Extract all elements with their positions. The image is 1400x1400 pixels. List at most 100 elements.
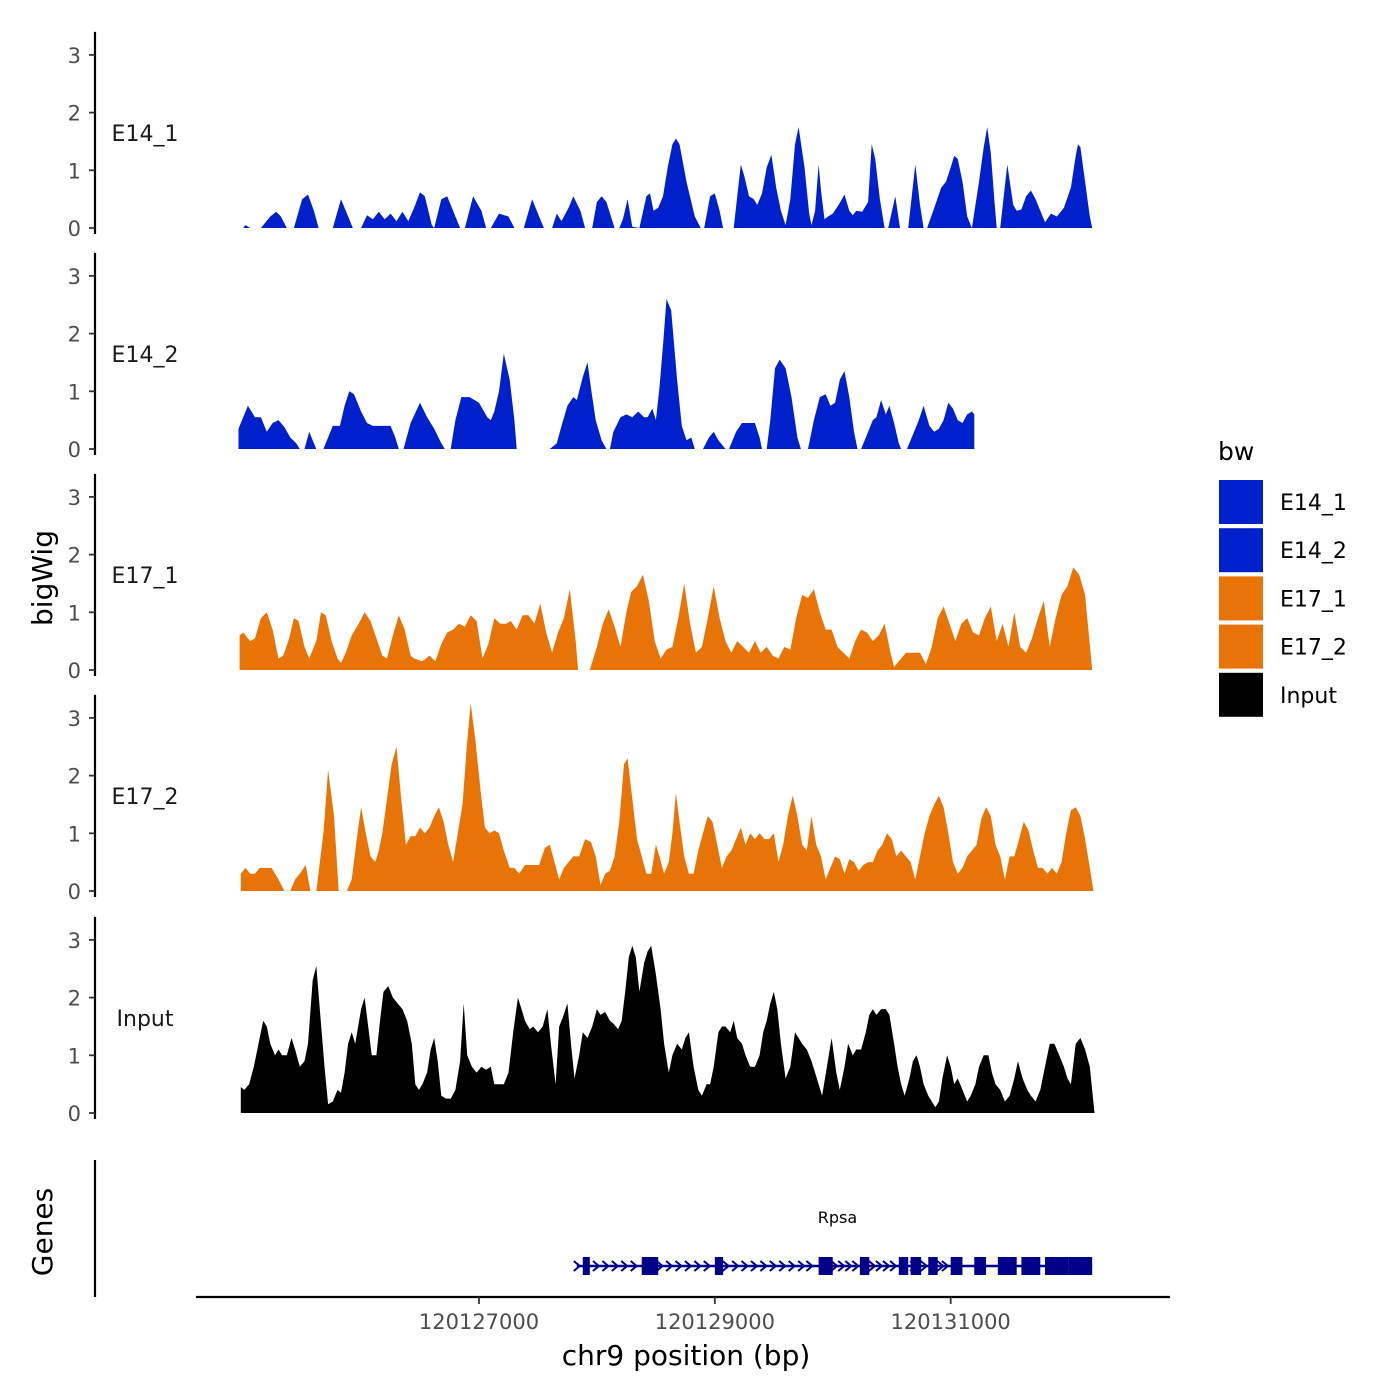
y-tick-label: 2 — [68, 765, 81, 789]
y-tick-label: 3 — [68, 707, 81, 731]
x-tick-label: 120129000 — [655, 1310, 775, 1334]
y-tick-label: 3 — [68, 929, 81, 953]
legend-item-input: Input — [1219, 672, 1337, 717]
strand-arrow — [868, 1260, 877, 1272]
series-area-e14-1 — [243, 127, 1093, 228]
legend-item-e14-1: E14_1 — [1219, 480, 1347, 524]
series-area-e17-1 — [239, 567, 1093, 670]
track-label: E14_1 — [112, 122, 179, 147]
legend: bw E14_1 E14_2 E17_1 E17_2 Input — [1218, 437, 1347, 717]
strand-arrow — [837, 1260, 846, 1272]
strand-arrow — [674, 1260, 684, 1272]
series-area-input — [240, 945, 1095, 1113]
track-input: 0 1 2 3 Input — [68, 916, 1095, 1126]
legend-label: E14_1 — [1280, 491, 1347, 516]
legend-title: bw — [1218, 437, 1254, 466]
strand-arrow — [592, 1260, 601, 1272]
x-tick-label: 120131000 — [891, 1310, 1011, 1334]
genes-track: Rpsa — [93, 1160, 1093, 1297]
legend-swatch — [1219, 528, 1263, 573]
strand-arrow — [573, 1260, 582, 1272]
strand-arrow — [611, 1260, 620, 1272]
y-tick-label: 0 — [68, 1102, 81, 1126]
strand-arrow — [882, 1260, 891, 1272]
x-axis: 120127000 120129000 120131000 — [196, 1295, 1170, 1334]
strand-arrow — [778, 1260, 787, 1272]
legend-swatch — [1219, 624, 1263, 669]
strand-arrow — [805, 1260, 814, 1272]
legend-swatch — [1219, 672, 1263, 717]
strand-arrow — [759, 1260, 768, 1272]
gene-exon — [1068, 1257, 1093, 1275]
gene-label: Rpsa — [818, 1208, 857, 1227]
strand-arrow — [601, 1260, 610, 1272]
gene-rpsa: Rpsa — [573, 1208, 1093, 1275]
track-e17-1: 0 1 2 3 E17_1 — [68, 473, 1093, 683]
y-tick-label: 0 — [68, 438, 81, 462]
strand-arrow — [740, 1260, 750, 1272]
y-tick-label: 2 — [68, 544, 81, 568]
y-tick-label: 1 — [68, 1044, 81, 1068]
signal-tracks: 0 1 2 3 E14_1 0 1 2 3 E14_2 0 1 2 3 E17_1 0 1 2 3 E17_2 0 1 2 3… — [68, 31, 1095, 1126]
legend-item-e17-1: E17_1 — [1219, 576, 1347, 621]
legend-swatch — [1219, 480, 1263, 524]
strand-arrow — [655, 1260, 665, 1272]
track-e14-1: 0 1 2 3 E14_1 — [68, 31, 1093, 241]
series-area-e14-2 — [238, 299, 975, 449]
x-axis-title: chr9 position (bp) — [562, 1339, 811, 1372]
strand-arrow — [941, 1260, 950, 1272]
y-tick-label: 1 — [68, 822, 81, 846]
strand-arrow — [703, 1260, 712, 1272]
gene-exon — [1045, 1257, 1069, 1275]
gene-exon — [1021, 1257, 1041, 1275]
gene-exon — [928, 1257, 938, 1275]
track-label: E14_2 — [112, 343, 179, 368]
strand-arrow — [788, 1260, 797, 1272]
strand-arrow — [851, 1260, 860, 1272]
y-tick-label: 0 — [68, 217, 81, 241]
track-label: E17_1 — [112, 564, 179, 589]
legend-label: E14_2 — [1280, 539, 1347, 564]
strand-arrow — [875, 1260, 884, 1272]
series-area-e17-2 — [240, 703, 1094, 891]
strand-arrow — [665, 1260, 674, 1272]
strand-arrow — [909, 1260, 918, 1272]
x-tick-label: 120127000 — [419, 1310, 539, 1334]
strand-arrow — [620, 1260, 629, 1272]
legend-label: Input — [1280, 684, 1337, 709]
gene-exon — [641, 1257, 659, 1275]
gene-exon — [898, 1257, 909, 1275]
gene-exon — [950, 1257, 963, 1275]
y-tick-label: 0 — [68, 880, 81, 904]
strand-arrow — [684, 1260, 693, 1272]
track-e17-2: 0 1 2 3 E17_2 — [68, 694, 1094, 904]
legend-item-e17-2: E17_2 — [1219, 624, 1347, 669]
strand-arrow — [630, 1260, 639, 1272]
y-tick-label: 3 — [68, 486, 81, 510]
strand-arrow — [769, 1260, 778, 1272]
y-tick-label: 1 — [68, 601, 81, 625]
strand-arrow — [920, 1260, 929, 1272]
gene-exon — [859, 1257, 870, 1275]
strand-arrow — [693, 1260, 702, 1272]
gene-exon — [974, 1257, 987, 1275]
genes-axis-title: Genes — [26, 1188, 59, 1276]
y-tick-label: 3 — [68, 44, 81, 68]
strand-arrow — [731, 1260, 740, 1272]
y-tick-label: 3 — [68, 265, 81, 289]
strand-arrow — [750, 1260, 759, 1272]
legend-label: E17_2 — [1280, 636, 1347, 661]
gene-exon — [714, 1257, 724, 1275]
y-tick-label: 2 — [68, 987, 81, 1011]
gene-exon — [997, 1257, 1017, 1275]
strand-arrow — [844, 1260, 853, 1272]
strand-arrow — [936, 1260, 945, 1272]
y-tick-label: 2 — [68, 102, 81, 126]
legend-item-e14-2: E14_2 — [1219, 528, 1347, 573]
legend-swatch — [1219, 576, 1263, 621]
gene-exon — [582, 1257, 590, 1275]
y-tick-label: 2 — [68, 323, 81, 347]
strand-arrow — [721, 1260, 731, 1272]
y-tick-label: 1 — [68, 380, 81, 404]
